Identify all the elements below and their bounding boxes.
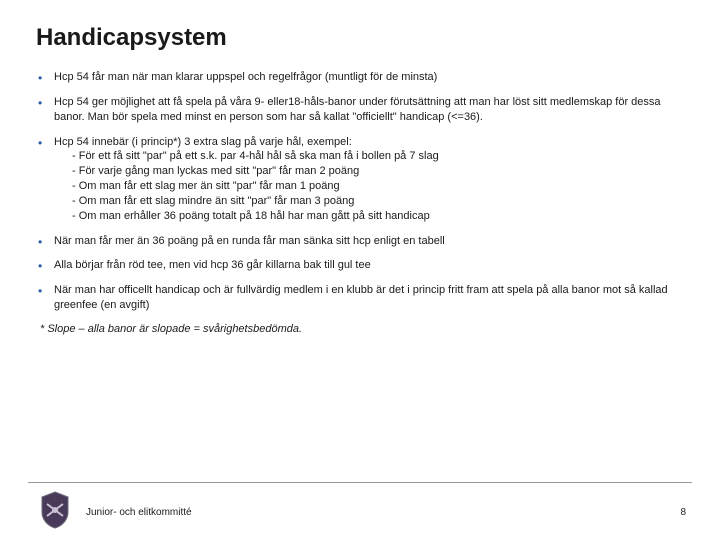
footer: Junior- och elitkommitté 8 xyxy=(0,482,720,540)
list-item: Hcp 54 ger möjlighet att få spela på vår… xyxy=(36,95,688,125)
sub-item: - Om man får ett slag mindre än sitt "pa… xyxy=(54,194,688,209)
bullet-text: När man får mer än 36 poäng på en runda … xyxy=(54,235,445,247)
bullet-text: När man har officellt handicap och är fu… xyxy=(54,284,668,311)
list-item: När man får mer än 36 poäng på en runda … xyxy=(36,234,688,249)
list-item: När man har officellt handicap och är fu… xyxy=(36,283,688,313)
footer-divider xyxy=(28,482,692,483)
bullet-text: Alla börjar från röd tee, men vid hcp 36… xyxy=(54,259,371,271)
sub-item: - Om man erhåller 36 poäng totalt på 18 … xyxy=(54,209,688,224)
sub-item: - För varje gång man lyckas med sitt "pa… xyxy=(54,164,688,179)
list-item: Hcp 54 får man när man klarar uppspel oc… xyxy=(36,70,688,85)
list-item: Hcp 54 innebär (i princip*) 3 extra slag… xyxy=(36,135,688,224)
list-item: Alla börjar från röd tee, men vid hcp 36… xyxy=(36,258,688,273)
bullet-list: Hcp 54 får man när man klarar uppspel oc… xyxy=(36,70,688,313)
sub-item: - För ett få sitt "par" på ett s.k. par … xyxy=(54,149,688,164)
page-number: 8 xyxy=(680,507,686,518)
bullet-text: Hcp 54 ger möjlighet att få spela på vår… xyxy=(54,96,661,123)
slide: Handicapsystem Hcp 54 får man när man kl… xyxy=(0,0,720,540)
bullet-text: Hcp 54 får man när man klarar uppspel oc… xyxy=(54,71,437,83)
footer-label: Junior- och elitkommitté xyxy=(86,507,192,518)
page-title: Handicapsystem xyxy=(36,24,688,52)
bullet-text: Hcp 54 innebär (i princip*) 3 extra slag… xyxy=(54,136,352,148)
sub-item: - Om man får ett slag mer än sitt "par" … xyxy=(54,179,688,194)
logo-icon xyxy=(38,490,72,530)
footnote: * Slope – alla banor är slopade = svårig… xyxy=(36,323,688,335)
